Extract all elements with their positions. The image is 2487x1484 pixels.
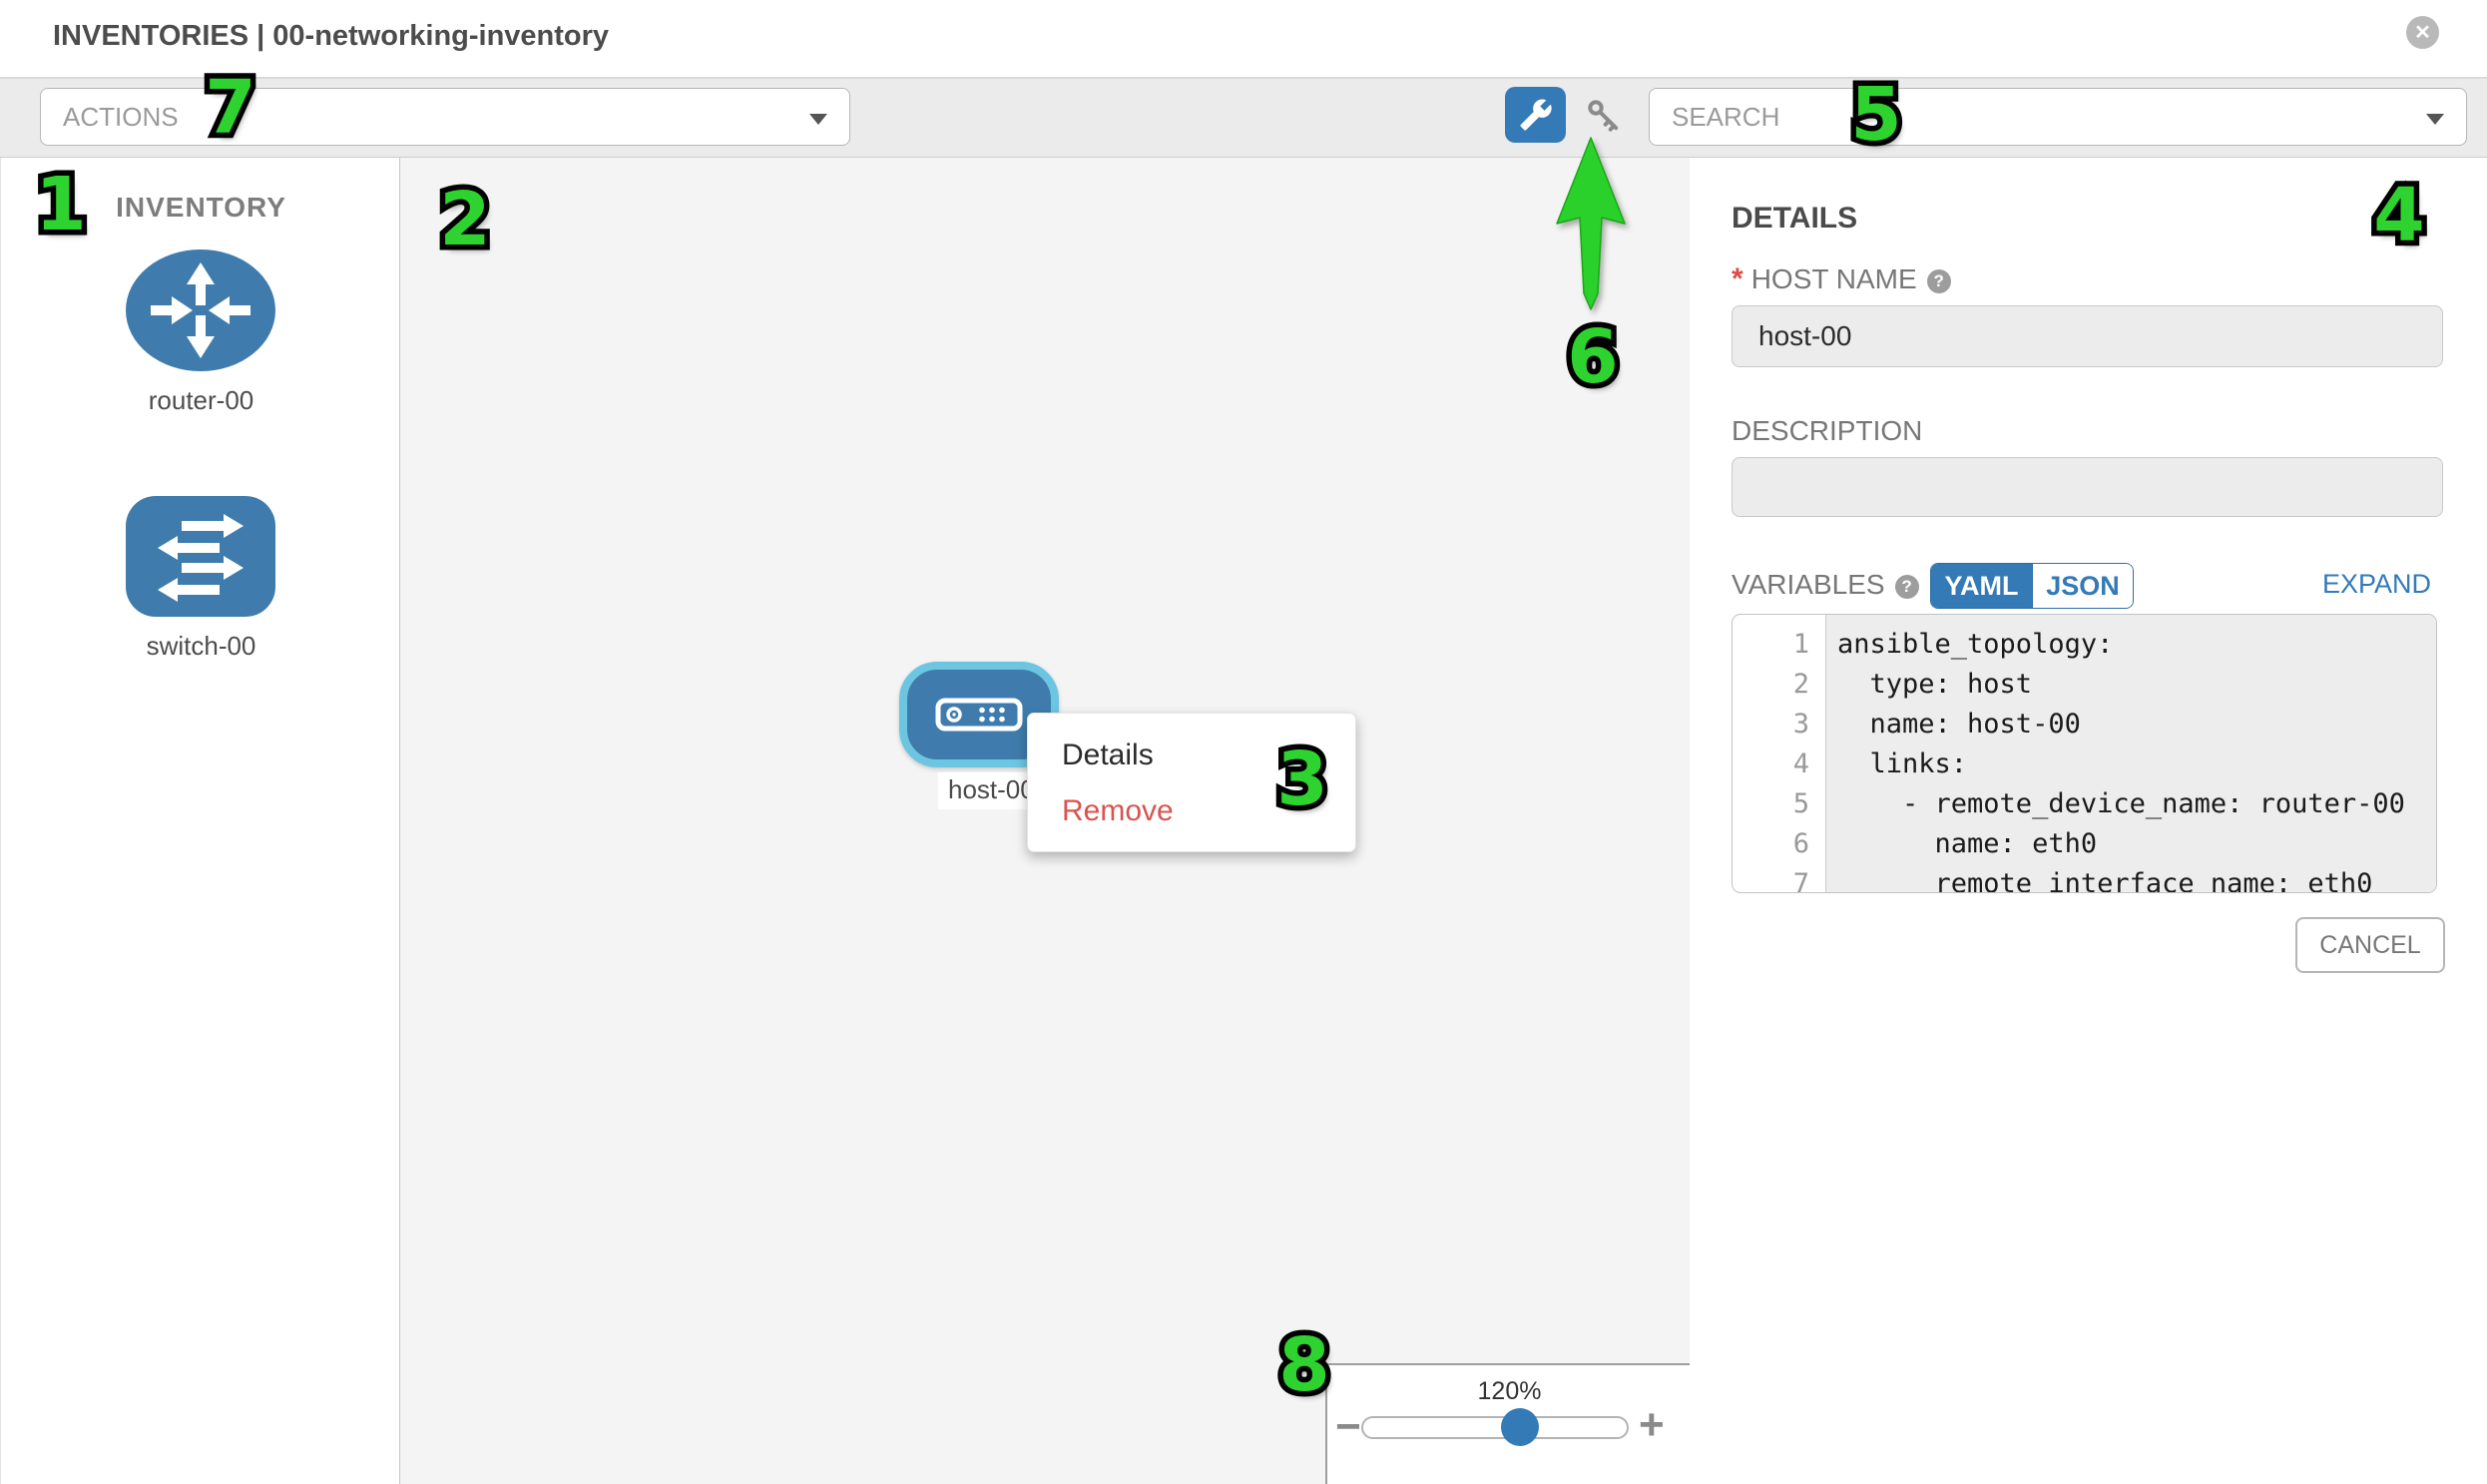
expand-link[interactable]: EXPAND <box>2322 569 2432 599</box>
zoom-out-button[interactable]: − <box>1335 1402 1361 1451</box>
context-menu-item-remove[interactable]: Remove <box>1062 794 1174 827</box>
line-number: 3 <box>1792 709 1809 740</box>
line-text: links: <box>1837 748 1968 779</box>
close-icon: ✕ <box>2414 21 2431 44</box>
line-text: - remote_device_name: router-00 <box>1837 788 2405 819</box>
host-name-label: HOST NAME <box>1750 263 1917 294</box>
palette-item-label: router-00 <box>148 385 254 415</box>
actions-dropdown-label: ACTIONS <box>63 101 179 132</box>
context-menu-item-details[interactable]: Details <box>1062 739 1154 771</box>
topology-canvas[interactable]: host-00 Details Remove 120% − + <box>400 158 1690 1484</box>
node-context-menu: Details Remove <box>1027 713 1356 852</box>
caret-down-icon <box>2426 114 2444 125</box>
line-text: name: eth0 <box>1837 828 2098 859</box>
host-node-label: host-00 <box>938 772 1045 809</box>
zoom-slider[interactable] <box>1361 1416 1629 1439</box>
actions-dropdown[interactable]: ACTIONS <box>40 88 850 146</box>
line-text: type: host <box>1837 669 2033 700</box>
code-line: 5 - remote_device_name: router-00 <box>1733 784 2436 824</box>
inventory-sidebar: INVENTORY router-00 <box>0 158 400 1484</box>
code-line: 6 name: eth0 <box>1733 824 2436 864</box>
required-asterisk: * <box>1732 262 1743 295</box>
help-icon[interactable]: ? <box>1926 269 1951 293</box>
tab-json[interactable]: JSON <box>2032 564 2133 608</box>
switch-icon <box>126 496 275 617</box>
variables-format-toggle: YAML JSON <box>1930 563 2134 609</box>
host-name-input[interactable]: host-00 <box>1732 305 2443 367</box>
sidebar-title: INVENTORY <box>116 192 286 223</box>
code-line: 7 remote_interface_name: eth0 <box>1733 864 2436 893</box>
variables-label-row: VARIABLES? <box>1732 569 1919 601</box>
palette-item-label: switch-00 <box>146 631 256 661</box>
cancel-button[interactable]: CANCEL <box>2295 917 2445 973</box>
line-number: 7 <box>1792 868 1809 893</box>
palette-item-switch[interactable]: switch-00 <box>126 496 275 661</box>
tab-yaml[interactable]: YAML <box>1931 564 2032 608</box>
close-button[interactable]: ✕ <box>2406 16 2439 49</box>
search-dropdown[interactable]: SEARCH <box>1649 88 2467 146</box>
host-name-label-row: * HOST NAME? <box>1732 262 1951 296</box>
page-title: INVENTORIES | 00-networking-inventory <box>53 20 610 52</box>
code-line: 2 type: host <box>1733 665 2436 705</box>
search-dropdown-label: SEARCH <box>1672 101 1780 132</box>
router-icon <box>126 249 275 371</box>
caret-down-icon <box>809 114 827 125</box>
line-number: 1 <box>1792 629 1809 660</box>
zoom-control: 120% − + <box>1325 1363 1690 1484</box>
line-number: 2 <box>1792 669 1809 700</box>
key-button[interactable] <box>1582 94 1626 138</box>
code-line: 1 ansible_topology: <box>1733 625 2436 665</box>
description-input[interactable] <box>1732 457 2443 517</box>
help-icon[interactable]: ? <box>1894 575 1919 599</box>
code-lines: 1 ansible_topology: 2 type: host 3 name:… <box>1733 615 2436 893</box>
details-panel-title: DETAILS <box>1732 202 1858 235</box>
zoom-level-label: 120% <box>1477 1377 1542 1405</box>
code-background <box>1825 615 2436 892</box>
header: INVENTORIES | 00-networking-inventory ✕ <box>0 0 2487 78</box>
key-icon <box>1588 100 1619 132</box>
tools-button[interactable] <box>1505 87 1566 143</box>
palette-item-router[interactable]: router-00 <box>126 249 275 415</box>
variables-code-editor[interactable]: 1 ansible_topology: 2 type: host 3 name:… <box>1732 614 2437 893</box>
line-text: name: host-00 <box>1837 709 2081 740</box>
line-text: remote_interface_name: eth0 <box>1837 868 2373 893</box>
variables-label: VARIABLES <box>1732 569 1885 600</box>
code-line: 3 name: host-00 <box>1733 705 2436 744</box>
zoom-in-button[interactable]: + <box>1639 1400 1665 1449</box>
zoom-slider-thumb[interactable] <box>1501 1408 1539 1446</box>
wrench-icon <box>1519 99 1552 131</box>
details-panel: DETAILS * HOST NAME? host-00 DESCRIPTION … <box>1690 158 2487 1484</box>
code-line: 4 links: <box>1733 744 2436 784</box>
line-number: 5 <box>1792 788 1809 819</box>
line-number: 6 <box>1792 828 1809 859</box>
host-icon <box>935 698 1023 732</box>
description-label: DESCRIPTION <box>1732 415 1923 446</box>
line-text: ansible_topology: <box>1837 629 2114 660</box>
toolbar: ACTIONS SEARCH <box>0 78 2487 158</box>
line-number: 4 <box>1792 748 1809 779</box>
